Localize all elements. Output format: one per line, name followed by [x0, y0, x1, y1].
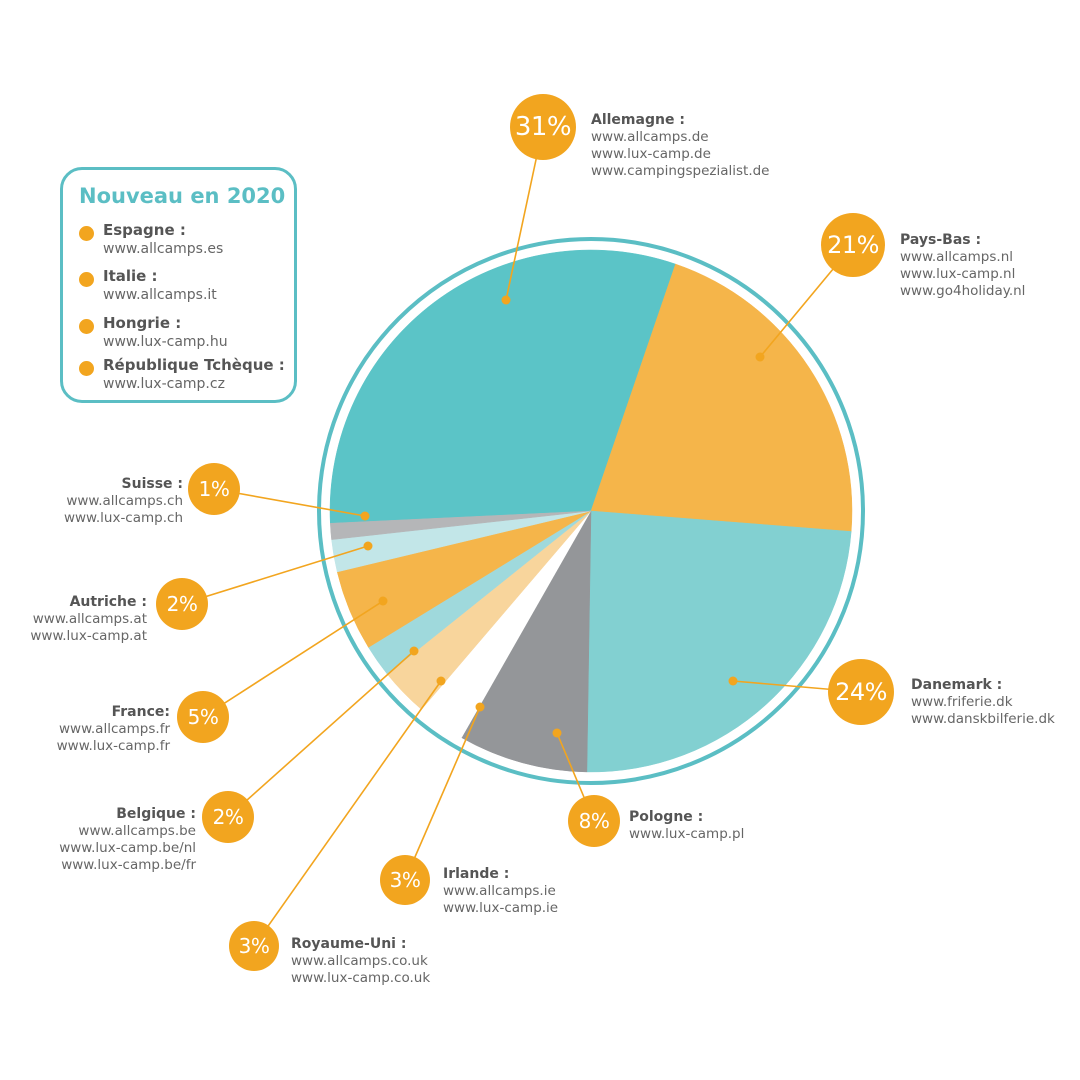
- leader-line-8: [181, 545, 369, 605]
- website-link[interactable]: www.lux-camp.co.uk: [291, 970, 431, 986]
- leader-dot-8: [363, 541, 373, 551]
- website-link[interactable]: www.lux-camp.ch: [63, 510, 183, 526]
- slice-label-2: Danemark : www.friferie.dk www.danskbilfer…: [911, 677, 1055, 728]
- bullet-dot-icon: [79, 226, 94, 241]
- leader-line-6: [227, 650, 415, 818]
- new-country-name: Italie :: [103, 267, 158, 285]
- website-link[interactable]: www.allcamps.co.uk: [291, 953, 428, 969]
- leader-dot-6: [409, 646, 419, 656]
- website-link[interactable]: www.lux-camp.hu: [103, 334, 228, 350]
- website-link[interactable]: www.lux-camp.ie: [443, 900, 559, 916]
- website-link[interactable]: www.lux-camp.de: [591, 146, 711, 162]
- slice-label-8: Autriche : www.allcamps.at www.lux-camp.at: [30, 594, 147, 645]
- website-link[interactable]: www.lux-camp.fr: [56, 738, 170, 754]
- website-link[interactable]: www.lux-camp.nl: [900, 266, 1016, 282]
- country-name: Belgique :: [116, 806, 196, 822]
- website-link[interactable]: www.allcamps.de: [591, 129, 709, 145]
- slice-label-4: Irlande : www.allcamps.ie www.lux-camp.ie: [443, 866, 558, 917]
- pie-slice-9: [330, 510, 592, 540]
- slice-label-1: Pays-Bas : www.allcamps.nl www.lux-camp.nl…: [900, 232, 1025, 300]
- pie-slice-4: [421, 511, 591, 738]
- country-name: Pays-Bas :: [900, 232, 982, 248]
- new-in-2020-title: Nouveau en 2020: [79, 184, 286, 208]
- bullet-dot-icon: [79, 319, 94, 334]
- leader-dot-2: [728, 676, 738, 686]
- percent-bubble-3: 8%: [568, 795, 620, 847]
- website-link[interactable]: www.lux-camp.cz: [103, 376, 225, 392]
- country-name: Danemark :: [911, 677, 1003, 693]
- leader-line-4: [404, 706, 481, 881]
- leader-dot-7: [378, 596, 388, 606]
- pie-slice-2: [586, 510, 852, 773]
- percent-bubble-6: 2%: [202, 791, 254, 843]
- new-country-name: Espagne :: [103, 221, 186, 239]
- website-link[interactable]: www.danskbilferie.dk: [911, 711, 1055, 727]
- pie-slice-0: [329, 249, 676, 524]
- website-link[interactable]: www.go4holiday.nl: [900, 283, 1026, 299]
- percent-bubble-8: 2%: [156, 578, 208, 630]
- website-link[interactable]: www.allcamps.fr: [59, 721, 170, 737]
- slice-label-0: Allemagne : www.allcamps.de www.lux-camp.d…: [591, 112, 769, 180]
- leader-line-7: [202, 600, 384, 718]
- website-link[interactable]: www.lux-camp.at: [30, 628, 147, 644]
- leader-dot-0: [501, 295, 511, 305]
- percent-bubble-2: 24%: [828, 659, 894, 725]
- website-link[interactable]: www.lux-camp.be/fr: [61, 857, 196, 873]
- pie-slice-1: [590, 263, 853, 532]
- slice-label-3: Pologne : www.lux-camp.pl: [629, 809, 744, 843]
- country-name: Allemagne :: [591, 112, 685, 128]
- website-link[interactable]: www.allcamps.nl: [900, 249, 1013, 265]
- leader-dot-4: [475, 702, 485, 712]
- bullet-dot-icon: [79, 361, 94, 376]
- new-country-name: Hongrie :: [103, 314, 182, 332]
- website-link[interactable]: www.allcamps.be: [78, 823, 196, 839]
- leader-dot-3: [552, 728, 562, 738]
- percent-bubble-0: 31%: [510, 94, 576, 160]
- percent-bubble-1: 21%: [821, 213, 885, 277]
- website-link[interactable]: www.allcamps.ie: [443, 883, 556, 899]
- website-link[interactable]: www.allcamps.it: [103, 287, 217, 303]
- website-link[interactable]: www.allcamps.es: [103, 241, 224, 257]
- website-link[interactable]: www.allcamps.ch: [66, 493, 183, 509]
- country-name: Autriche :: [69, 594, 147, 610]
- country-name: Royaume-Uni :: [291, 936, 407, 952]
- website-link[interactable]: www.friferie.dk: [911, 694, 1013, 710]
- slice-label-6: Belgique : www.allcamps.be www.lux-camp.be…: [59, 806, 196, 874]
- website-link[interactable]: www.lux-camp.be/nl: [59, 840, 196, 856]
- country-name: Suisse :: [121, 476, 183, 492]
- country-name: Irlande :: [443, 866, 510, 882]
- leader-dot-1: [755, 352, 765, 362]
- website-link[interactable]: www.lux-camp.pl: [629, 826, 745, 842]
- percent-bubble-7: 5%: [177, 691, 229, 743]
- slice-label-5: Royaume-Uni : www.allcamps.co.uk www.lux-c…: [291, 936, 430, 987]
- pie-outer-ring: [317, 237, 865, 785]
- percent-bubble-9: 1%: [188, 463, 240, 515]
- website-link[interactable]: www.campingspezialist.de: [591, 163, 770, 179]
- slice-label-7: France: www.allcamps.fr www.lux-camp.fr: [57, 704, 170, 755]
- new-in-2020-box: Nouveau en 2020 Espagne : www.allcamps.es…: [60, 167, 297, 403]
- leader-line-5: [253, 680, 442, 947]
- leader-dot-5: [436, 676, 446, 686]
- country-name: France:: [111, 704, 170, 720]
- percent-bubble-5: 3%: [229, 921, 279, 971]
- slice-label-9: Suisse : www.allcamps.ch www.lux-camp.ch: [64, 476, 183, 527]
- country-name: Pologne :: [629, 809, 704, 825]
- leader-dot-9: [360, 511, 370, 521]
- website-link[interactable]: www.allcamps.at: [32, 611, 147, 627]
- new-country-name: République Tchèque :: [103, 356, 285, 374]
- bullet-dot-icon: [79, 272, 94, 287]
- percent-bubble-4: 3%: [380, 855, 430, 905]
